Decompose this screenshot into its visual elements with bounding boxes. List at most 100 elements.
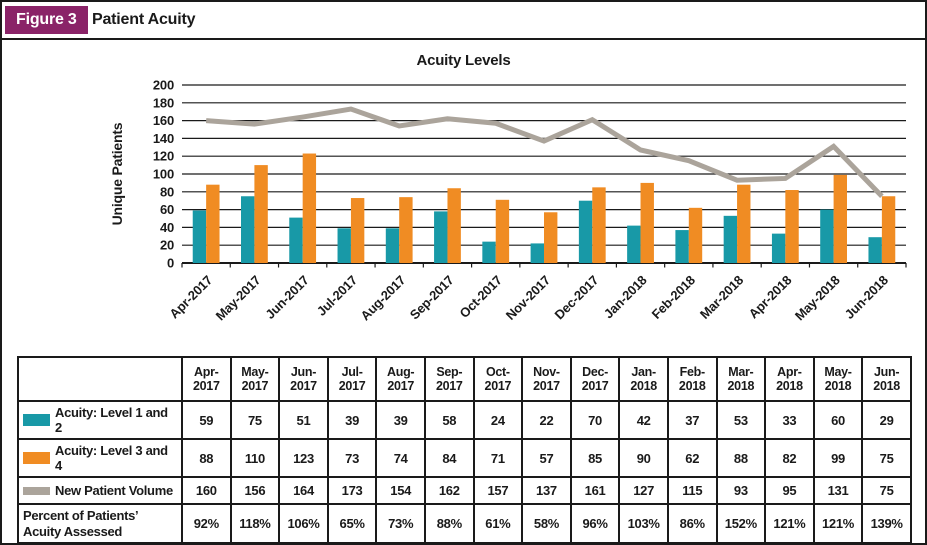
table-value-cell: 53	[715, 400, 767, 440]
month-column-header: Jan- 2018	[618, 356, 669, 402]
table-value-cell: 75	[861, 476, 912, 505]
bar	[578, 200, 593, 263]
row-label-cell: Percent of Patients’ Acuity Assessed	[17, 502, 183, 543]
bar	[833, 174, 847, 263]
new-patient-volume-line	[205, 106, 884, 198]
table-value-cell: 65%	[326, 502, 378, 543]
table-value-cell: 82	[764, 438, 815, 478]
bar	[592, 187, 606, 263]
orange-legend-swatch	[23, 452, 50, 464]
table-value-cell: 96%	[569, 502, 621, 543]
table-value-cell: 85	[569, 438, 621, 478]
table-value-cell: 57	[521, 438, 572, 478]
table-value-cell: 88%	[423, 502, 475, 543]
table-value-cell: 75	[229, 400, 281, 440]
acuity-data-table: Apr- 2017 May- 2017 Jun- 2017 Jul- 2017 Aug- 2017…	[17, 356, 912, 543]
table-value-cell: 42	[618, 400, 669, 440]
table-value-cell: 164	[278, 476, 329, 505]
table-value-cell: 58	[423, 400, 475, 440]
table-value-cell: 127	[618, 476, 669, 505]
table-value-cell: 161	[569, 476, 621, 505]
bar	[771, 233, 786, 263]
bar	[675, 230, 689, 263]
table-value-cell: 139%	[861, 502, 912, 543]
bar	[302, 153, 317, 263]
bar	[254, 165, 268, 263]
x-tick-label: Feb-2018	[649, 273, 698, 322]
table-value-cell: 37	[666, 400, 718, 440]
teal-legend-swatch	[23, 414, 50, 426]
table-value-cell: 157	[472, 476, 524, 505]
table-value-cell: 62	[666, 438, 718, 478]
month-column-header: Feb- 2018	[666, 356, 718, 402]
table-value-cell: 88	[181, 438, 232, 478]
figure-title: Patient Acuity	[92, 11, 196, 28]
chart-plot-area: 020406080100120140160180200Apr-2017May-2…	[153, 78, 907, 324]
bars-level-1-2	[192, 196, 882, 263]
y-tick-label: 140	[153, 131, 174, 146]
x-axis-ticks	[181, 263, 907, 268]
table-value-cell: 71	[472, 438, 524, 478]
month-column-header: May- 2017	[229, 356, 281, 402]
table-value-cell: 90	[618, 438, 669, 478]
bar	[434, 211, 448, 263]
table-value-cell: 152%	[715, 502, 767, 543]
x-tick-label: Jun-2018	[842, 273, 891, 322]
bar	[820, 209, 834, 263]
row-label: Acuity: Level 3 and 4	[55, 443, 168, 473]
table-value-cell: 39	[375, 400, 426, 440]
table-value-cell: 154	[375, 476, 426, 505]
table-value-cell: 173	[326, 476, 378, 505]
row-label: Acuity: Level 1 and 2	[55, 405, 168, 435]
month-column-header: Sep- 2017	[423, 356, 475, 402]
table-value-cell: 58%	[521, 502, 572, 543]
table-value-cell: 123	[278, 438, 329, 478]
chart-title: Acuity Levels	[416, 52, 511, 69]
month-column-header: Aug- 2017	[375, 356, 426, 402]
gray-legend-swatch	[23, 486, 50, 495]
table-value-cell: 118%	[229, 502, 281, 543]
table-value-cell: 93	[715, 476, 767, 505]
table-value-cell: 88	[715, 438, 767, 478]
table-value-cell: 61%	[472, 502, 524, 543]
table-row: New Patient Volume 160 156 164 173 154 162 157 1…	[17, 476, 912, 505]
table-value-cell: 75	[861, 438, 912, 478]
table-value-cell: 86%	[666, 502, 718, 543]
y-tick-label: 180	[153, 95, 174, 110]
bar	[192, 210, 207, 263]
bar	[530, 243, 544, 263]
y-axis-tick-labels: 0 20 40 60 80 100 120 140 160 180 200	[153, 78, 174, 271]
table-value-cell: 121%	[764, 502, 815, 543]
month-column-header: Jun- 2018	[861, 356, 912, 402]
x-tick-label: Oct-2017	[457, 273, 505, 321]
table-value-cell: 73	[326, 438, 378, 478]
x-tick-label: Aug-2017	[357, 273, 408, 324]
bar	[881, 196, 896, 263]
table-value-cell: 106%	[278, 502, 329, 543]
table-value-cell: 51	[278, 400, 329, 440]
bar	[206, 184, 220, 263]
y-tick-label: 100	[153, 167, 174, 182]
table-value-cell: 70	[569, 400, 621, 440]
table-value-cell: 156	[229, 476, 281, 505]
bar	[385, 228, 400, 263]
table-value-cell: 92%	[181, 502, 232, 543]
bar	[544, 212, 558, 263]
table-value-cell: 99	[812, 438, 864, 478]
bar	[289, 217, 303, 263]
month-column-header: Apr- 2018	[764, 356, 815, 402]
y-tick-label: 0	[167, 256, 174, 271]
row-label: Percent of Patients’ Acuity Assessed	[23, 508, 138, 539]
row-label-cell: Acuity: Level 3 and 4	[17, 438, 183, 478]
table-value-cell: 84	[423, 438, 475, 478]
y-tick-label: 120	[153, 149, 174, 164]
table-value-cell: 33	[764, 400, 815, 440]
bar	[868, 237, 882, 263]
table-value-cell: 162	[423, 476, 475, 505]
acuity-chart: Acuity Levels Unique Patients 0 20 40 60 80 1…	[2, 40, 925, 352]
y-tick-label: 40	[160, 220, 174, 235]
table-value-cell: 115	[666, 476, 718, 505]
bar	[350, 198, 365, 263]
table-value-cell: 160	[181, 476, 232, 505]
